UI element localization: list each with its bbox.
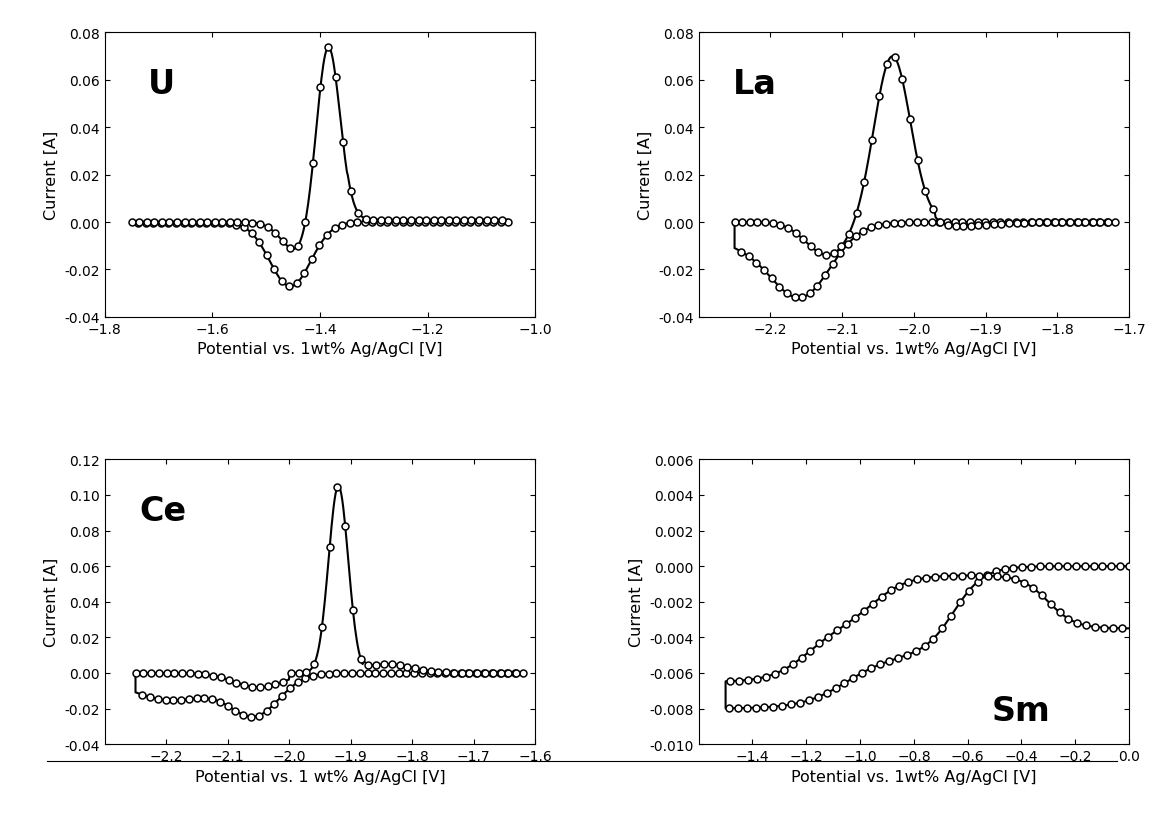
Text: La: La bbox=[733, 68, 778, 101]
Text: Sm: Sm bbox=[992, 694, 1050, 727]
Text: Ce: Ce bbox=[140, 495, 186, 528]
X-axis label: Potential vs. 1wt% Ag/AgCl [V]: Potential vs. 1wt% Ag/AgCl [V] bbox=[792, 342, 1037, 357]
Text: U: U bbox=[148, 68, 175, 101]
X-axis label: Potential vs. 1 wt% Ag/AgCl [V]: Potential vs. 1 wt% Ag/AgCl [V] bbox=[194, 768, 446, 784]
Y-axis label: Current [A]: Current [A] bbox=[629, 557, 644, 647]
X-axis label: Potential vs. 1wt% Ag/AgCl [V]: Potential vs. 1wt% Ag/AgCl [V] bbox=[792, 768, 1037, 784]
X-axis label: Potential vs. 1wt% Ag/AgCl [V]: Potential vs. 1wt% Ag/AgCl [V] bbox=[197, 342, 442, 357]
Y-axis label: Current [A]: Current [A] bbox=[638, 131, 653, 220]
Y-axis label: Current [A]: Current [A] bbox=[44, 131, 59, 220]
Y-axis label: Current [A]: Current [A] bbox=[44, 557, 59, 647]
